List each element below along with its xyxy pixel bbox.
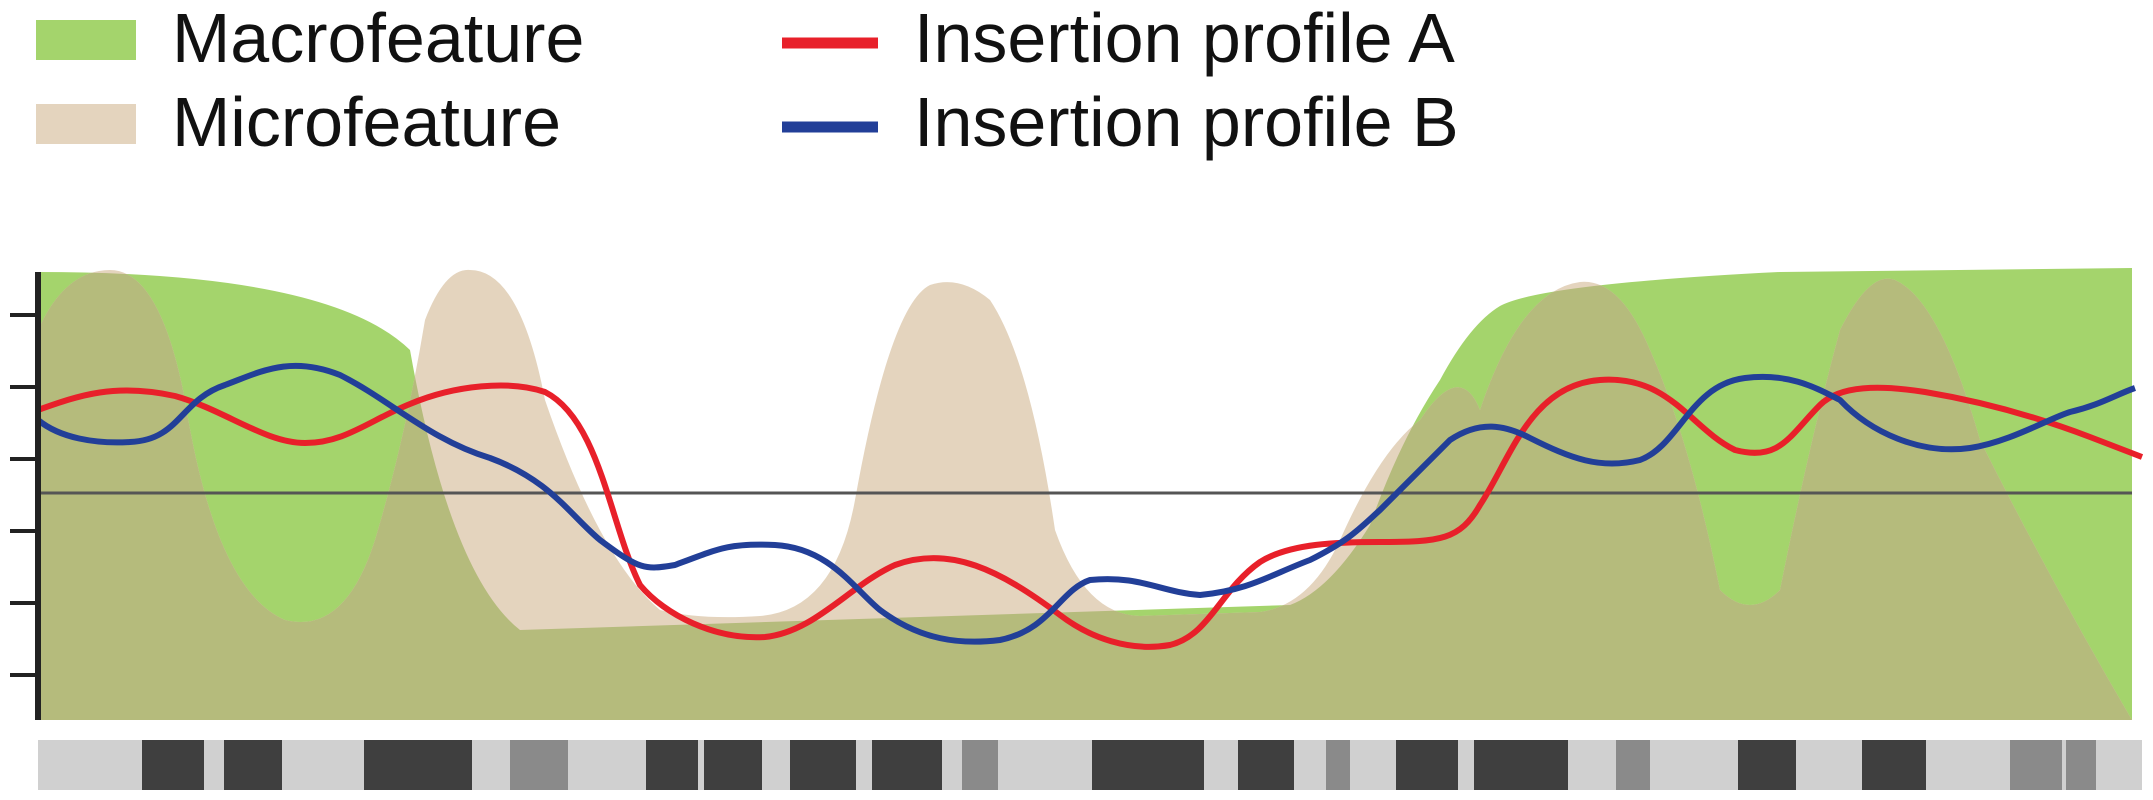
band-dark [704, 740, 762, 790]
legend-label-microfeature: Microfeature [172, 83, 561, 161]
band-track-background [38, 740, 2142, 790]
band-mid [1326, 740, 1350, 790]
band-mid [1616, 740, 1650, 790]
band-track [38, 740, 2142, 790]
y-axis [10, 272, 41, 720]
legend-item-insertion-profile-a: Insertion profile A [782, 0, 1455, 77]
legend-label-macrofeature: Macrofeature [172, 0, 584, 77]
plot-area [10, 268, 2144, 720]
band-dark [224, 740, 282, 790]
band-dark [1238, 740, 1294, 790]
band-dark [1862, 740, 1926, 790]
band-dark [1092, 740, 1204, 790]
band-dark [142, 740, 204, 790]
band-dark [646, 740, 698, 790]
band-mid [2066, 740, 2096, 790]
band-mid [2010, 740, 2062, 790]
band-mid [510, 740, 568, 790]
legend-item-microfeature: Microfeature [36, 83, 561, 161]
legend-item-macrofeature: Macrofeature [36, 0, 584, 77]
band-dark [1396, 740, 1458, 790]
legend-label-profile-a: Insertion profile A [914, 0, 1455, 77]
legend-swatch-macrofeature [36, 20, 136, 60]
insertion-profile-b-line [36, 362, 2136, 645]
band-dark [872, 740, 942, 790]
band-dark [1738, 740, 1796, 790]
legend-swatch-microfeature [36, 104, 136, 144]
legend-label-profile-b: Insertion profile B [914, 83, 1459, 161]
legend: Macrofeature Microfeature Insertion prof… [36, 0, 1459, 161]
band-mid [962, 740, 998, 790]
legend-item-insertion-profile-b: Insertion profile B [782, 83, 1459, 161]
band-dark [364, 740, 472, 790]
band-dark [790, 740, 856, 790]
insertion-profile-a-line [36, 376, 2144, 650]
band-dark [1474, 740, 1568, 790]
